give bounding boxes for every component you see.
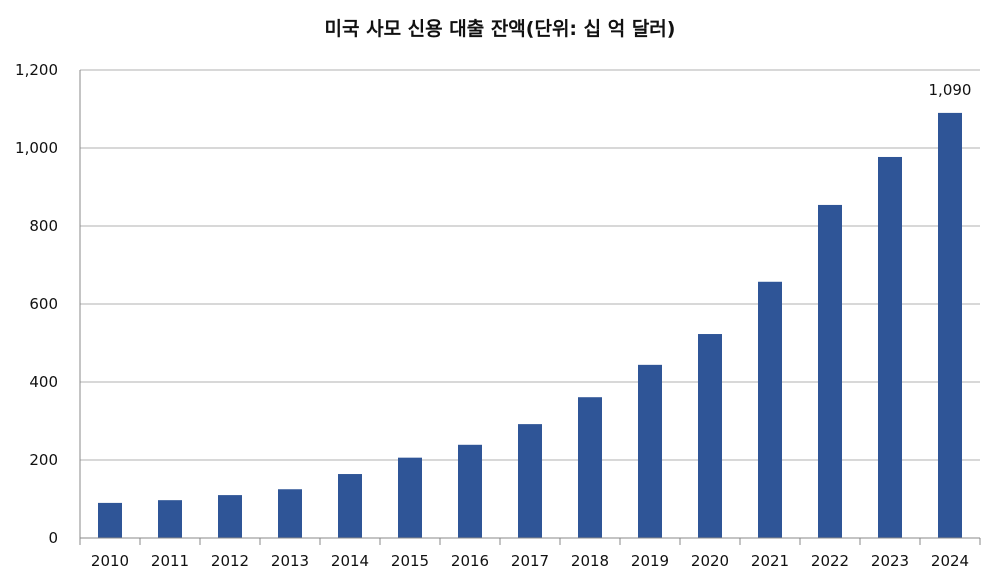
x-tick-label: 2014: [331, 552, 369, 570]
x-tick-label: 2011: [151, 552, 189, 570]
x-tick-label: 2023: [871, 552, 909, 570]
bar-2014: [338, 474, 362, 538]
y-tick-label: 200: [29, 451, 58, 469]
bar-2013: [278, 489, 302, 538]
bars: [98, 112, 962, 539]
y-tick-label: 600: [29, 295, 58, 313]
bar-2021: [758, 281, 782, 538]
x-tick-label: 2016: [451, 552, 489, 570]
gridlines: [80, 69, 980, 461]
x-tick-label: 2024: [931, 552, 969, 570]
y-tick-label: 0: [48, 529, 58, 547]
bar-2016: [458, 444, 482, 538]
bar-2017: [518, 424, 542, 538]
y-tick-label: 400: [29, 373, 58, 391]
bar-2018: [578, 397, 602, 538]
x-tick-label: 2015: [391, 552, 429, 570]
y-tick-label: 1,000: [15, 139, 58, 157]
chart-title: 미국 사모 신용 대출 잔액(단위: 십 억 달러): [324, 18, 676, 40]
x-tick-label: 2021: [751, 552, 789, 570]
x-tick-label: 2022: [811, 552, 849, 570]
bar-2020: [698, 334, 722, 538]
x-tick-label: 2013: [271, 552, 309, 570]
bar-2022: [818, 204, 842, 538]
y-tick-label: 800: [29, 217, 58, 235]
x-tick-label: 2017: [511, 552, 549, 570]
y-axis-tick-labels: 0 200 400 600 800 1,000 1,200: [15, 61, 58, 547]
bar-2015: [398, 457, 422, 538]
x-tick-label: 2010: [91, 552, 129, 570]
bar-2024: [938, 112, 962, 539]
x-axis-tick-labels: 2010 2011 2012 2013 2014 2015 2016 2017 2018 2019…: [91, 552, 969, 570]
bar-2010: [98, 502, 122, 538]
axes: [79, 70, 981, 545]
bar-2023: [878, 156, 902, 538]
y-tick-label: 1,200: [15, 61, 58, 79]
bar-2019: [638, 364, 662, 538]
x-tick-label: 2019: [631, 552, 669, 570]
bar-2011: [158, 500, 182, 538]
data-labels: 1,090: [929, 81, 972, 99]
x-tick-label: 2012: [211, 552, 249, 570]
bar-2012: [218, 495, 242, 538]
x-tick-label: 2020: [691, 552, 729, 570]
x-tick-label: 2018: [571, 552, 609, 570]
data-label: 1,090: [929, 81, 972, 99]
